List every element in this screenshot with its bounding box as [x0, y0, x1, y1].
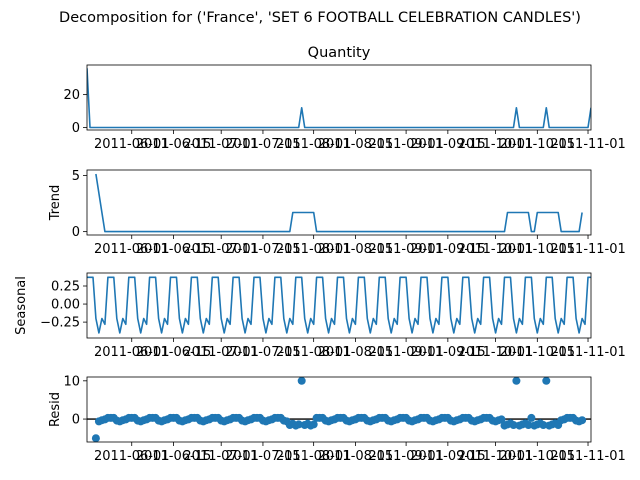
xtick-label-trend: 2011-09-01	[368, 242, 444, 257]
ytick-label-trend: 5	[72, 169, 80, 184]
xtick-label-seasonal: 2011-06-15	[136, 345, 212, 360]
plot-area-seasonal	[87, 276, 591, 334]
resid-point	[497, 415, 506, 424]
xtick-label-quantity: 2011-07-01	[183, 137, 259, 152]
xtick-label-trend: 2011-09-15	[410, 242, 486, 257]
xtick-label-trend: 2011-07-15	[225, 242, 301, 257]
xtick-label-resid: 2011-08-15	[318, 449, 394, 464]
resid-point	[294, 420, 303, 429]
panel-resid: Resid 0102011-06-012011-06-152011-07-0120…	[48, 374, 626, 464]
xtick-label-quantity: 2011-06-01	[94, 137, 170, 152]
ytick-label-seasonal: 0.25	[51, 280, 80, 295]
xtick-label-quantity: 2011-10-15	[500, 137, 576, 152]
xtick-label-resid: 2011-06-01	[94, 449, 170, 464]
ytick-label-resid: 10	[63, 374, 80, 389]
resid-point	[578, 416, 587, 425]
xtick-label-quantity: 2011-08-15	[318, 137, 394, 152]
xtick-label-seasonal: 2011-10-01	[458, 345, 534, 360]
xtick-label-trend: 2011-07-01	[183, 242, 259, 257]
series-line-trend	[95, 173, 583, 233]
series-line-seasonal	[87, 276, 591, 334]
plot-area-quantity	[87, 68, 591, 129]
ylabel-resid: Resid	[48, 392, 63, 427]
ytick-label-quantity: 20	[63, 88, 80, 103]
plot-area-trend	[95, 173, 583, 233]
xtick-label-resid: 2011-08-01	[276, 449, 352, 464]
xtick-label-resid: 2011-09-15	[410, 449, 486, 464]
axes-frame-quantity	[86, 64, 592, 131]
ytick-label-quantity: 0	[72, 121, 80, 136]
xtick-label-trend: 2011-06-01	[94, 242, 170, 257]
resid-point	[297, 377, 306, 385]
ytick-label-seasonal: −0.25	[40, 316, 80, 331]
panel-title-quantity: Quantity	[308, 45, 371, 61]
panel-seasonal: Seasonal 0.25 0.00 −0.25 2011-06-012011-06-1…	[14, 272, 626, 360]
xtick-label-trend: 2011-06-15	[136, 242, 212, 257]
xtick-label-seasonal: 2011-11-01	[550, 345, 626, 360]
figure-title: Decomposition for ('France', 'SET 6 FOOT…	[59, 10, 581, 26]
series-line-quantity	[87, 68, 591, 129]
xtick-label-seasonal: 2011-09-01	[368, 345, 444, 360]
resid-point	[91, 434, 100, 442]
panel-quantity: Quantity 0 20 2011-06-012011-06-152011-07-0…	[63, 45, 625, 152]
xtick-label-quantity: 2011-06-15	[136, 137, 212, 152]
plot-area-resid	[87, 377, 591, 442]
xtick-label-trend: 2011-10-15	[500, 242, 576, 257]
ytick-label-resid: 0	[72, 413, 80, 428]
axes-frame-seasonal	[86, 272, 592, 339]
panel-trend: Trend052011-06-012011-06-152011-07-01201…	[48, 169, 626, 257]
panels-group: Quantity0202011-06-012011-06-152011-07-0…	[14, 45, 626, 464]
xtick-label-quantity: 2011-07-15	[225, 137, 301, 152]
xtick-label-seasonal: 2011-09-15	[410, 345, 486, 360]
xtick-label-resid: 2011-06-15	[136, 449, 212, 464]
xtick-label-seasonal: 2011-07-15	[225, 345, 301, 360]
xtick-label-quantity: 2011-11-01	[550, 137, 626, 152]
xtick-label-trend: 2011-10-01	[458, 242, 534, 257]
resid-point	[539, 421, 548, 429]
resid-point	[509, 421, 518, 429]
resid-point	[512, 377, 521, 385]
xtick-label-quantity: 2011-09-15	[410, 137, 486, 152]
resid-point	[527, 413, 536, 422]
axes-frame-resid	[86, 376, 592, 443]
ylabel-seasonal: Seasonal	[14, 276, 29, 335]
xtick-label-seasonal: 2011-08-01	[276, 345, 352, 360]
ylabel-trend: Trend	[48, 185, 63, 222]
xtick-label-trend: 2011-08-01	[276, 242, 352, 257]
resid-point	[524, 421, 533, 429]
xtick-label-resid: 2011-11-01	[550, 449, 626, 464]
xtick-label-trend: 2011-08-15	[318, 242, 394, 257]
xtick-label-quantity: 2011-09-01	[368, 137, 444, 152]
ytick-label-seasonal: 0.00	[51, 298, 80, 313]
xtick-label-seasonal: 2011-06-01	[94, 345, 170, 360]
xtick-label-resid: 2011-07-15	[225, 449, 301, 464]
xtick-label-resid: 2011-10-15	[500, 449, 576, 464]
xtick-label-seasonal: 2011-08-15	[318, 345, 394, 360]
xtick-label-seasonal: 2011-07-01	[183, 345, 259, 360]
xtick-label-seasonal: 2011-10-15	[500, 345, 576, 360]
xtick-label-resid: 2011-10-01	[458, 449, 534, 464]
axes-frame-trend	[86, 169, 592, 236]
ytick-label-trend: 0	[72, 225, 80, 240]
xtick-label-resid: 2011-09-01	[368, 449, 444, 464]
resid-point	[542, 377, 551, 385]
resid-point	[309, 420, 318, 429]
xtick-label-quantity: 2011-08-01	[276, 137, 352, 152]
xtick-label-resid: 2011-07-01	[183, 449, 259, 464]
xtick-label-trend: 2011-11-01	[550, 242, 626, 257]
xtick-label-quantity: 2011-10-01	[458, 137, 534, 152]
